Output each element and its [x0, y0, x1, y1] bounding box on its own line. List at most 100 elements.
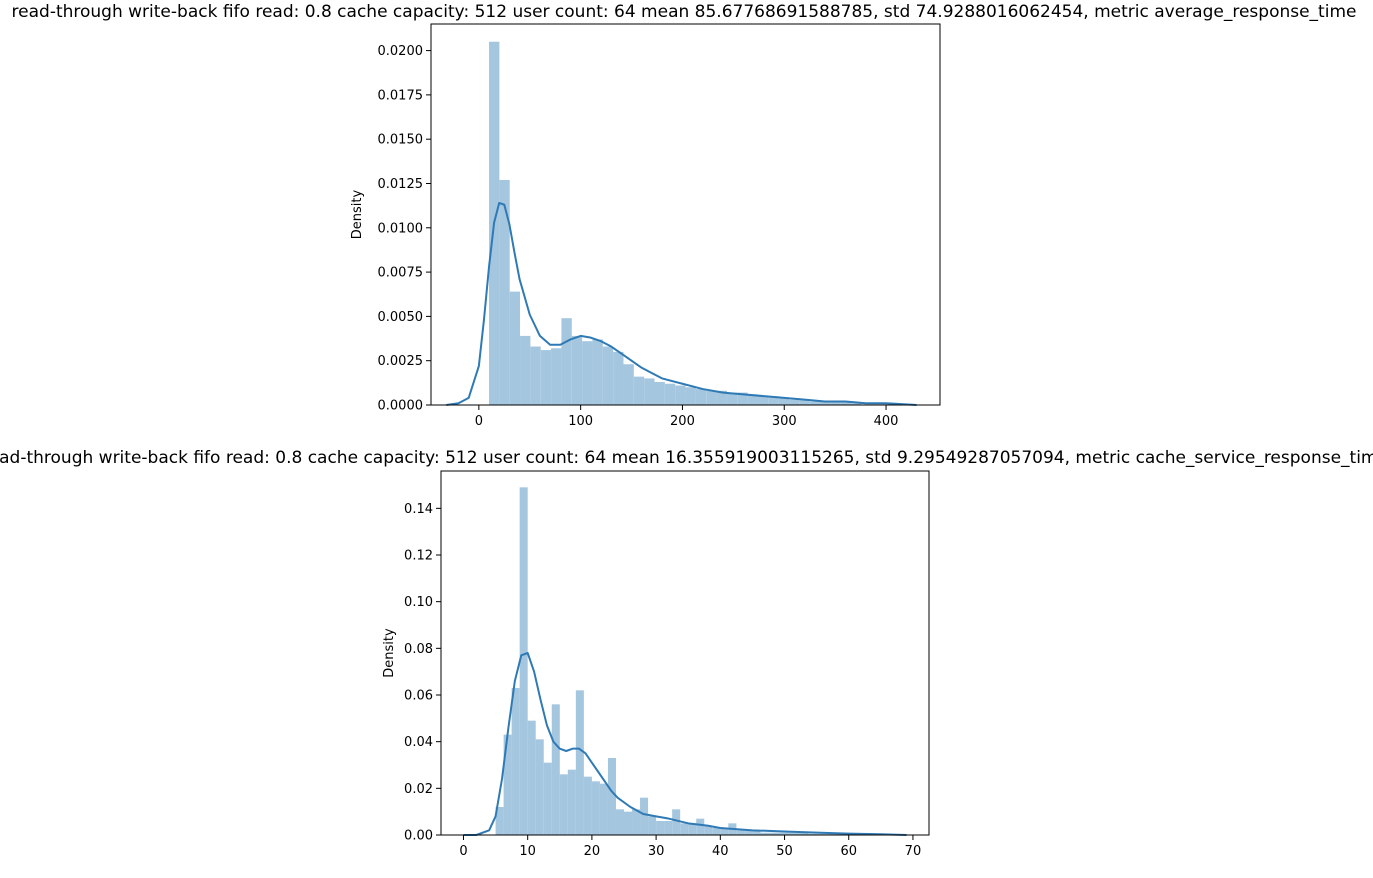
y-tick-label: 0.0200	[378, 44, 424, 59]
x-tick-label: 10	[519, 844, 536, 859]
histogram-bar	[768, 396, 779, 405]
histogram-bar	[704, 825, 713, 835]
histogram-bar	[809, 401, 820, 405]
histogram-bar	[632, 809, 641, 835]
histogram-bar	[680, 823, 689, 835]
y-axis: 0.0000 0.0025 0.0050 0.0075 0.0100 0.0125 0.01…	[378, 44, 431, 414]
chart-average-response-time: read-through write-back fifo read: 0.8 c…	[12, 2, 1357, 429]
y-tick-label: 0.0000	[378, 399, 424, 414]
histogram-bar	[519, 487, 528, 835]
histogram-bar	[551, 704, 560, 835]
histogram-bar	[592, 339, 603, 405]
histogram-bar	[654, 381, 665, 405]
x-tick-label: 70	[905, 844, 922, 859]
histogram-bar	[706, 390, 717, 405]
y-tick-label: 0.0150	[378, 133, 424, 148]
x-tick-label: 0	[459, 844, 467, 859]
chart-cache-service-response-time: read-through write-back fifo read: 0.8 c…	[0, 448, 1373, 859]
y-axis-label: Density	[382, 628, 397, 678]
histogram-bar	[540, 350, 552, 405]
y-tick-label: 0.0050	[378, 310, 424, 325]
x-tick-label: 300	[772, 414, 797, 429]
histogram-bar	[664, 821, 673, 835]
histogram-bar	[695, 389, 707, 405]
x-tick-label: 0	[475, 414, 483, 429]
y-tick-label: 0.0100	[378, 221, 424, 236]
kde-curve	[446, 201, 917, 406]
histogram-bar	[648, 816, 657, 835]
y-tick-label: 0.04	[404, 735, 433, 750]
histogram-bar	[567, 769, 576, 835]
histogram-bar	[808, 833, 817, 835]
histogram-bar	[685, 387, 696, 405]
x-tick-label: 400	[874, 414, 899, 429]
histogram-bar	[672, 809, 681, 835]
y-tick-label: 0.10	[404, 595, 433, 610]
histogram-bar	[640, 797, 649, 835]
chart-title: read-through write-back fifo read: 0.8 c…	[0, 448, 1373, 468]
y-axis-label: Density	[350, 189, 365, 239]
x-tick-label: 60	[840, 844, 857, 859]
x-tick-label: 20	[584, 844, 601, 859]
histogram-bar	[575, 690, 584, 835]
chart-title: read-through write-back fifo read: 0.8 c…	[12, 2, 1357, 22]
histogram-bar	[602, 346, 614, 405]
histogram-bar	[656, 821, 665, 835]
x-axis: 0 100 200 300 400	[475, 405, 899, 429]
x-tick-label: 40	[712, 844, 729, 859]
histogram-bar	[607, 758, 616, 835]
y-tick-label: 0.0075	[378, 266, 424, 281]
histogram-bar	[571, 335, 583, 405]
x-tick-label: 100	[568, 414, 593, 429]
histogram-bar	[768, 832, 777, 835]
histogram-bars	[489, 41, 862, 405]
histogram-bar	[624, 811, 633, 835]
histogram-bars	[495, 487, 897, 835]
y-tick-label: 0.0025	[378, 354, 424, 369]
plot-frame	[440, 470, 930, 836]
histogram-bar	[583, 776, 592, 835]
y-tick-label: 0.08	[404, 642, 433, 657]
kde-curve	[463, 652, 907, 836]
histogram-bar	[688, 823, 697, 835]
y-tick-label: 0.02	[404, 782, 433, 797]
histogram-bar	[495, 807, 504, 835]
histogram-bar	[511, 688, 520, 835]
y-tick-label: 0.06	[404, 689, 433, 704]
histogram-bar	[561, 318, 572, 405]
y-axis: 0.00 0.02 0.04 0.06 0.08 0.10 0.12 0.14	[404, 502, 441, 844]
histogram-bar	[757, 396, 769, 405]
histogram-bar	[784, 832, 793, 835]
histogram-bar	[520, 335, 531, 405]
histogram-bar	[527, 720, 536, 835]
histogram-bar	[744, 830, 753, 835]
histogram-bar	[615, 809, 624, 835]
histogram-bar	[824, 833, 833, 835]
histogram-bar	[696, 818, 705, 835]
histogram-bar	[736, 830, 745, 835]
y-tick-label: 0.0125	[378, 177, 424, 192]
histogram-bar	[644, 378, 655, 405]
x-tick-label: 200	[670, 414, 695, 429]
histogram-bar	[820, 401, 831, 405]
histogram-bar	[664, 383, 676, 405]
histogram-bar	[712, 828, 721, 835]
histogram-bar	[599, 783, 608, 835]
histogram-bar	[752, 830, 761, 835]
x-tick-label: 30	[648, 844, 665, 859]
x-tick-label: 50	[776, 844, 793, 859]
histogram-bar	[840, 401, 852, 405]
histogram-bar	[776, 832, 785, 835]
histogram-bar	[747, 394, 758, 405]
histogram-bar	[816, 833, 825, 835]
histogram-bar	[800, 832, 809, 835]
histogram-bar	[792, 832, 801, 835]
histogram-bar	[830, 401, 841, 405]
histogram-bar	[799, 399, 810, 405]
histogram-bar	[726, 392, 738, 405]
histogram-bar	[530, 346, 541, 405]
histogram-bar	[716, 390, 727, 405]
y-tick-label: 0.14	[404, 502, 433, 517]
histogram-bar	[760, 832, 769, 835]
